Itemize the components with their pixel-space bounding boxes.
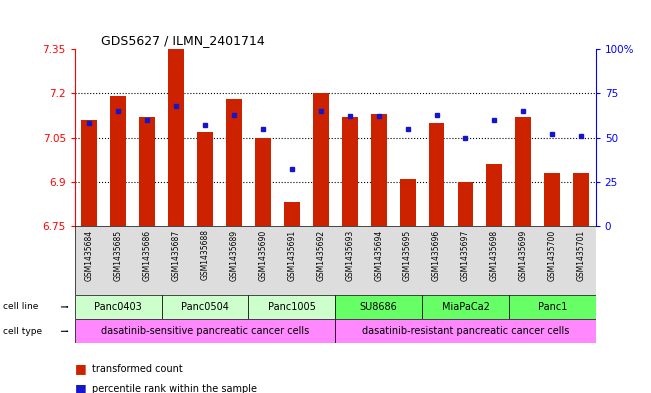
Bar: [197, 132, 213, 226]
Bar: [139, 117, 155, 226]
Bar: [75, 319, 335, 343]
Text: cell line: cell line: [3, 303, 38, 311]
Text: Panc1: Panc1: [538, 302, 567, 312]
Bar: [226, 99, 242, 226]
Text: cell type: cell type: [3, 327, 42, 336]
Text: GSM1435699: GSM1435699: [519, 230, 528, 281]
Text: dasatinib-resistant pancreatic cancer cells: dasatinib-resistant pancreatic cancer ce…: [362, 326, 569, 336]
Text: Panc1005: Panc1005: [268, 302, 316, 312]
Text: GSM1435696: GSM1435696: [432, 230, 441, 281]
Text: SU8686: SU8686: [360, 302, 398, 312]
Bar: [313, 93, 329, 226]
Text: GSM1435700: GSM1435700: [547, 230, 557, 281]
Text: GSM1435693: GSM1435693: [345, 230, 354, 281]
Text: GSM1435692: GSM1435692: [316, 230, 326, 281]
Text: transformed count: transformed count: [92, 364, 183, 374]
Bar: [284, 202, 300, 226]
Text: GSM1435687: GSM1435687: [172, 230, 180, 281]
Text: GDS5627 / ILMN_2401714: GDS5627 / ILMN_2401714: [101, 33, 265, 46]
Bar: [574, 173, 589, 226]
Text: Panc0403: Panc0403: [94, 302, 142, 312]
Bar: [486, 164, 503, 226]
Bar: [168, 43, 184, 226]
Bar: [335, 319, 596, 343]
Text: ■: ■: [75, 382, 87, 393]
Bar: [161, 295, 249, 319]
Text: GSM1435684: GSM1435684: [85, 230, 94, 281]
Bar: [249, 295, 335, 319]
Bar: [81, 120, 97, 226]
Text: GSM1435685: GSM1435685: [114, 230, 123, 281]
Bar: [544, 173, 561, 226]
Text: GSM1435686: GSM1435686: [143, 230, 152, 281]
Text: MiaPaCa2: MiaPaCa2: [441, 302, 490, 312]
Text: GSM1435701: GSM1435701: [577, 230, 586, 281]
Text: percentile rank within the sample: percentile rank within the sample: [92, 384, 257, 393]
Text: GSM1435698: GSM1435698: [490, 230, 499, 281]
Bar: [428, 123, 445, 226]
Text: GSM1435697: GSM1435697: [461, 230, 470, 281]
Text: GSM1435691: GSM1435691: [287, 230, 296, 281]
Text: GSM1435689: GSM1435689: [230, 230, 238, 281]
Bar: [509, 295, 596, 319]
Bar: [370, 114, 387, 226]
Bar: [110, 96, 126, 226]
Bar: [458, 182, 473, 226]
Text: ■: ■: [75, 362, 87, 376]
Bar: [422, 295, 509, 319]
Text: GSM1435695: GSM1435695: [403, 230, 412, 281]
Bar: [400, 179, 415, 226]
Bar: [342, 117, 357, 226]
Bar: [255, 138, 271, 226]
Bar: [516, 117, 531, 226]
Bar: [335, 295, 422, 319]
Bar: [75, 295, 161, 319]
Text: dasatinib-sensitive pancreatic cancer cells: dasatinib-sensitive pancreatic cancer ce…: [101, 326, 309, 336]
Text: GSM1435688: GSM1435688: [201, 230, 210, 281]
Text: GSM1435690: GSM1435690: [258, 230, 268, 281]
Text: Panc0504: Panc0504: [181, 302, 229, 312]
Text: GSM1435694: GSM1435694: [374, 230, 383, 281]
